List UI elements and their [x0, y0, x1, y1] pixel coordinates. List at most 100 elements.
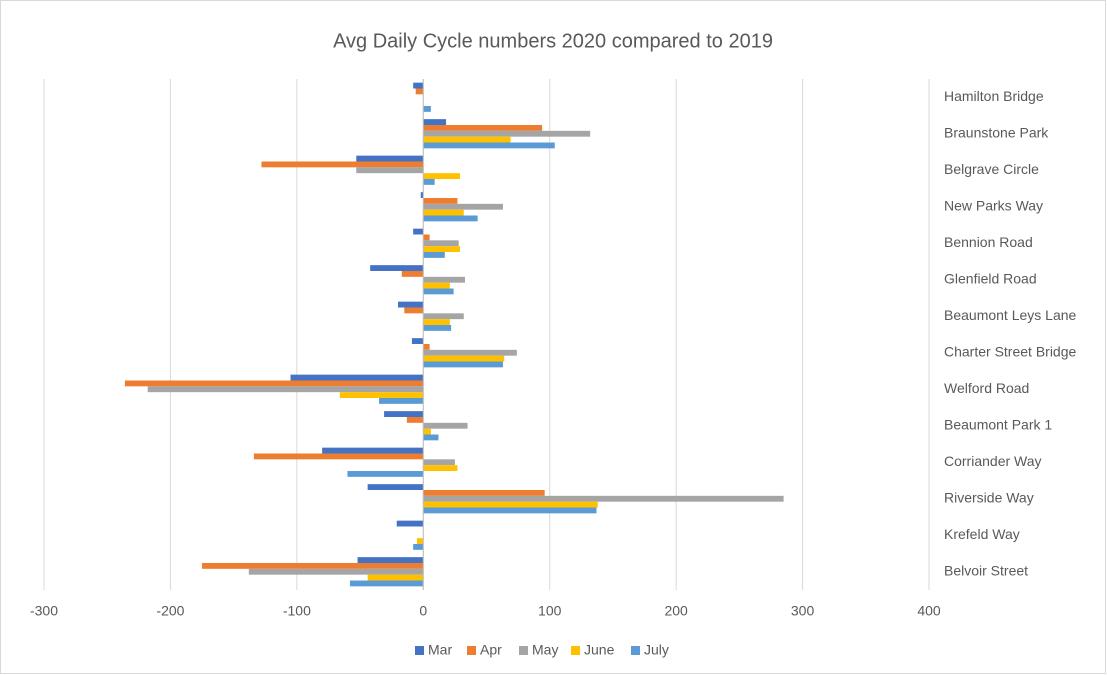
- bar: [357, 557, 424, 563]
- bar: [379, 398, 424, 404]
- bar: [423, 234, 430, 241]
- bar: [398, 301, 424, 308]
- x-tick-label: -300: [30, 603, 58, 619]
- bar: [124, 380, 424, 387]
- bar: [423, 465, 458, 472]
- y-tick-label: Belgrave Circle: [944, 161, 1039, 177]
- bar: [423, 130, 591, 137]
- bar: [423, 507, 597, 514]
- bar: [413, 82, 424, 89]
- x-tick-label: 300: [791, 603, 815, 619]
- bar: [367, 574, 424, 581]
- bar: [420, 192, 424, 198]
- bar: [423, 459, 455, 466]
- bar: [423, 361, 503, 368]
- x-tick-label: -100: [283, 603, 311, 619]
- bar: [415, 88, 424, 95]
- bar: [423, 355, 505, 362]
- x-tick-label: 0: [419, 603, 427, 619]
- bar: [413, 544, 424, 550]
- y-tick-label: Krefeld Way: [944, 526, 1020, 542]
- bar: [423, 179, 435, 185]
- bar: [396, 520, 424, 527]
- bar: [413, 228, 424, 235]
- bar: [416, 538, 424, 545]
- bar: [404, 307, 424, 314]
- legend-label: Apr: [480, 642, 502, 658]
- y-tick-label: Beaumont Park 1: [944, 416, 1052, 432]
- x-tick-label: 200: [664, 603, 688, 619]
- bar: [423, 349, 517, 356]
- legend-label: Mar: [428, 642, 452, 658]
- bar: [423, 119, 447, 125]
- bar: [423, 246, 460, 253]
- bar: [423, 319, 450, 326]
- x-tick-label: 100: [538, 603, 562, 619]
- bar: [248, 568, 424, 575]
- bar: [423, 215, 478, 222]
- bar: [423, 203, 503, 210]
- bar: [423, 173, 460, 180]
- bar: [423, 489, 545, 496]
- y-tick-label: New Parks Way: [944, 197, 1043, 213]
- bar: [423, 124, 543, 131]
- x-tick-label: 400: [917, 603, 941, 619]
- y-tick-label: Beaumont Leys Lane: [944, 307, 1077, 323]
- x-tick-label: -200: [156, 603, 184, 619]
- bar: [423, 276, 466, 283]
- legend-label: May: [532, 642, 558, 658]
- y-tick-label: Charter Street Bridge: [944, 343, 1076, 359]
- bar: [423, 197, 458, 204]
- bar: [322, 447, 424, 454]
- bar: [423, 136, 511, 143]
- bar: [384, 411, 424, 417]
- bar: [406, 416, 424, 423]
- bar: [356, 167, 424, 174]
- bar: [290, 374, 424, 381]
- bar: [423, 252, 445, 258]
- y-tick-label: Braunstone Park: [944, 124, 1049, 140]
- bar: [339, 392, 424, 399]
- bar: [370, 265, 424, 271]
- bar: [349, 580, 424, 587]
- legend-swatch: [519, 646, 528, 655]
- y-tick-label: Bennion Road: [944, 234, 1033, 250]
- bar: [347, 471, 424, 477]
- bar: [253, 453, 424, 460]
- bar: [423, 106, 431, 112]
- bar: [423, 495, 784, 502]
- chart-title: Avg Daily Cycle numbers 2020 compared to…: [333, 30, 773, 52]
- bar: [423, 313, 464, 320]
- bar: [147, 386, 424, 393]
- bar: [423, 325, 452, 331]
- bar: [423, 282, 450, 289]
- y-tick-label: Glenfield Road: [944, 270, 1037, 286]
- y-tick-label: Hamilton Bridge: [944, 88, 1044, 104]
- bar: [423, 142, 555, 149]
- bar: [411, 338, 424, 344]
- legend-label: July: [644, 642, 669, 658]
- legend-swatch: [631, 646, 640, 655]
- bar: [367, 484, 424, 490]
- legend-swatch: [467, 646, 476, 655]
- bar: [401, 270, 424, 277]
- bar: [261, 161, 424, 168]
- bar: [202, 562, 424, 569]
- y-tick-label: Riverside Way: [944, 489, 1034, 505]
- bar: [423, 422, 468, 429]
- y-tick-label: Welford Road: [944, 380, 1029, 396]
- bar: [423, 288, 454, 295]
- legend-label: June: [584, 642, 615, 658]
- legend-swatch: [415, 646, 424, 655]
- bar: [423, 343, 430, 350]
- y-tick-label: Corriander Way: [944, 453, 1042, 469]
- bar: [423, 434, 439, 441]
- legend-swatch: [571, 646, 580, 655]
- bar: [423, 501, 598, 508]
- y-tick-label: Belvoir Street: [944, 562, 1028, 578]
- bar: [423, 240, 459, 247]
- bar: [423, 428, 431, 435]
- bar: [356, 155, 424, 162]
